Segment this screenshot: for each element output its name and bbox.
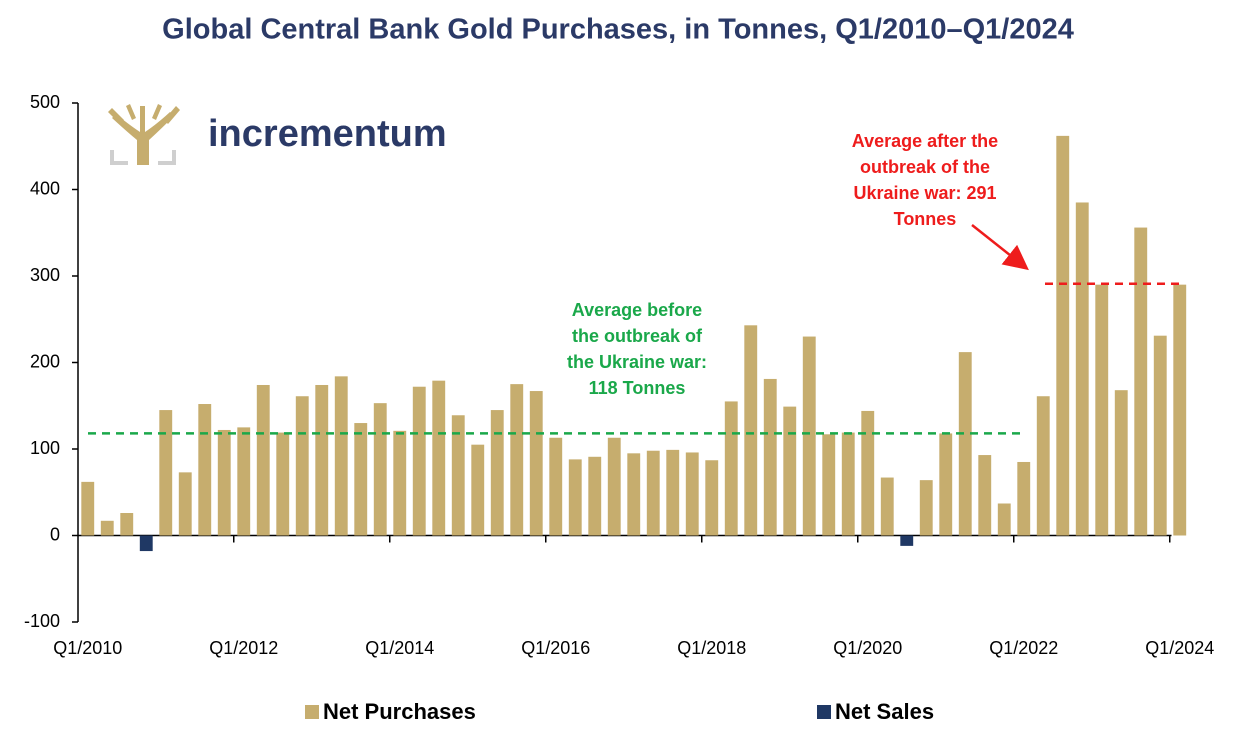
bar [1134, 227, 1148, 536]
annotation: the Ukraine war: [567, 352, 707, 372]
bar [705, 460, 719, 536]
legend-swatch [305, 705, 319, 719]
y-tick-label: 300 [30, 265, 60, 285]
bar [1114, 390, 1128, 536]
bar [627, 453, 641, 536]
bar [685, 452, 699, 536]
bar [451, 415, 465, 536]
bar [997, 503, 1011, 536]
legend-label: Net Purchases [323, 699, 476, 724]
bar [295, 396, 309, 536]
x-tick-label: Q1/2016 [521, 638, 590, 658]
chart-title: Global Central Bank Gold Purchases, in T… [162, 14, 1074, 46]
bar [198, 404, 212, 536]
bar [568, 459, 582, 536]
legend-label: Net Sales [835, 699, 934, 724]
bar [1017, 461, 1031, 536]
y-tick-label: 0 [50, 524, 60, 544]
annotation: Average before [572, 300, 702, 320]
logo-icon [108, 104, 180, 165]
x-tick-label: Q1/2010 [53, 638, 122, 658]
bar [373, 403, 387, 536]
bar [900, 535, 914, 546]
bar [354, 423, 368, 536]
bar [139, 535, 153, 552]
bar [646, 450, 660, 536]
bar [510, 384, 524, 536]
bar [841, 432, 855, 536]
bar [1036, 396, 1050, 536]
annotation: the outbreak of [572, 326, 703, 346]
bar [276, 432, 290, 536]
bar [607, 437, 621, 536]
x-tick-label: Q1/2022 [989, 638, 1058, 658]
bar [588, 456, 602, 536]
annotation: Average after the [852, 131, 998, 151]
bar [334, 376, 348, 536]
y-tick-label: 200 [30, 351, 60, 371]
bar [822, 434, 836, 536]
bar [744, 325, 758, 536]
annotation: Ukraine war: 291 [853, 183, 996, 203]
bar [490, 410, 504, 536]
bar [471, 444, 485, 536]
y-tick-label: 400 [30, 178, 60, 198]
bar [1056, 135, 1070, 536]
bar [81, 481, 95, 536]
bar [958, 352, 972, 536]
arrow [971, 224, 1029, 271]
y-tick-label: 500 [30, 92, 60, 112]
bar [1153, 335, 1167, 536]
bar [939, 433, 953, 536]
bar [1173, 284, 1187, 536]
bar [1075, 202, 1089, 536]
bar [217, 429, 231, 536]
x-tick-label: Q1/2014 [365, 638, 434, 658]
bar [120, 513, 134, 536]
logo-text: incrementum [208, 113, 447, 155]
bar [549, 437, 563, 536]
y-tick-label: 100 [30, 438, 60, 458]
bar [724, 401, 738, 536]
bar [100, 520, 114, 536]
annotation: 118 Tonnes [589, 378, 686, 398]
bar [763, 378, 777, 536]
x-tick-label: Q1/2018 [677, 638, 746, 658]
bar [315, 384, 329, 536]
y-tick-label: -100 [24, 611, 60, 631]
bar [432, 380, 446, 536]
bar [393, 430, 407, 536]
annotation: Tonnes [894, 209, 957, 229]
bar [783, 406, 797, 536]
bar [919, 480, 933, 536]
x-tick-label: Q1/2024 [1145, 638, 1214, 658]
bar [978, 455, 992, 536]
bar [256, 384, 270, 536]
bar [1095, 284, 1109, 536]
bar [237, 427, 251, 536]
legend-swatch [817, 705, 831, 719]
annotation: outbreak of the [860, 157, 990, 177]
bar [159, 410, 173, 536]
bar [178, 472, 192, 536]
bar [529, 391, 543, 536]
bar [412, 386, 426, 536]
x-tick-label: Q1/2012 [209, 638, 278, 658]
bar [861, 410, 875, 536]
bar [666, 449, 680, 536]
x-tick-label: Q1/2020 [833, 638, 902, 658]
bar [880, 477, 894, 536]
bar [802, 336, 816, 536]
